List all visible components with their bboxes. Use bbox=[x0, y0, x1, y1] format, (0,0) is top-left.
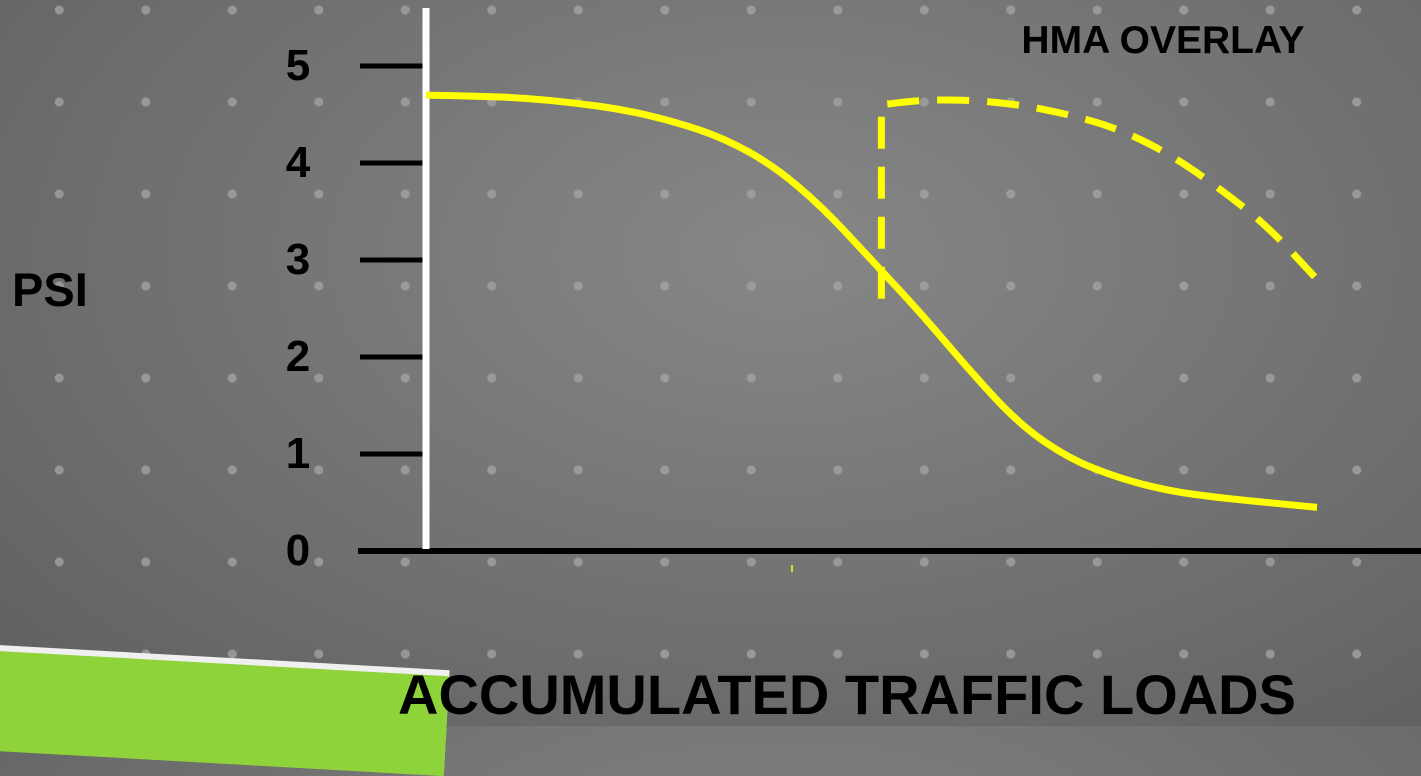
dot-pattern-background bbox=[0, 0, 1421, 726]
series-line-overlay bbox=[877, 96, 1320, 299]
y-tick-label-1: 1 bbox=[286, 429, 310, 478]
y-tick-label-2: 2 bbox=[286, 332, 310, 381]
psi-performance-chart: 0 1 2 3 4 5 PSI HMA OVERLAY bbox=[12, 19, 1421, 575]
y-tick-label-5: 5 bbox=[286, 41, 310, 90]
y-tick-label-4: 4 bbox=[286, 138, 311, 187]
x-axis-label: ACCUMULATED TRAFFIC LOADS bbox=[398, 663, 1296, 726]
y-tick-label-0: 0 bbox=[286, 526, 310, 575]
y-tick-label-3: 3 bbox=[286, 235, 310, 284]
series-line-original bbox=[425, 91, 1318, 511]
y-axis-label: PSI bbox=[12, 263, 88, 316]
annotation-label: HMA OVERLAY bbox=[1021, 19, 1304, 62]
